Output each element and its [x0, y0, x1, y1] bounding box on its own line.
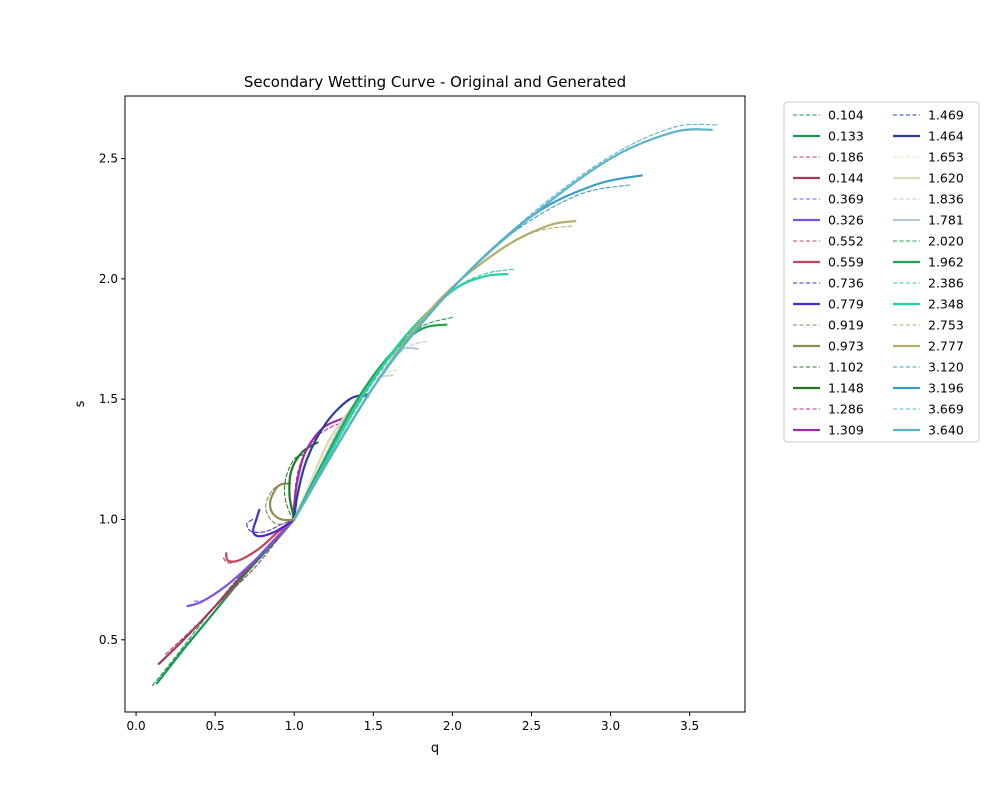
x-tick-label: 0.0 [127, 719, 146, 733]
legend-label: 1.148 [828, 381, 864, 396]
series-line-2-753-dashed [293, 225, 573, 521]
series-line-1-102-dashed [283, 453, 305, 521]
legend-label: 2.348 [928, 297, 964, 312]
legend-label: 0.186 [828, 150, 864, 165]
y-tick-label: 1.0 [99, 513, 118, 527]
legend-label: 1.653 [928, 150, 964, 165]
series-line-1-836-dashed [293, 340, 428, 521]
series-line-2-777-solid [293, 220, 577, 521]
legend-label: 0.552 [828, 234, 864, 249]
x-tick-label: 0.5 [206, 719, 225, 733]
y-tick-label: 2.5 [99, 152, 118, 166]
legend-label: 1.469 [928, 108, 964, 123]
legend-label: 1.286 [828, 402, 864, 417]
series-line-1-781-solid [293, 346, 419, 521]
x-tick-label: 2.0 [443, 719, 462, 733]
series-line-0-133-solid [156, 518, 296, 685]
series-line-1-148-solid [288, 441, 319, 521]
legend-label: 1.102 [828, 360, 864, 375]
series-layer [151, 123, 717, 687]
series-line-3-669-dashed [293, 123, 717, 521]
y-axis-label: s [73, 400, 88, 407]
x-axis: 0.0 0.5 1.0 1.5 2.0 2.5 3.0 3.5 [127, 712, 699, 733]
series-line-3-640-solid [293, 128, 713, 521]
y-tick-label: 1.5 [99, 392, 118, 406]
series-line-0-973-solid [268, 482, 296, 522]
legend-label: 1.962 [928, 255, 964, 270]
legend-label: 0.133 [828, 129, 864, 144]
series-line-0-779-solid [251, 508, 296, 538]
plot-area-frame [124, 95, 746, 713]
series-line-0-736-dashed [246, 518, 295, 533]
series-line-2-348-solid [293, 273, 509, 521]
series-line-2-020-dashed [293, 316, 453, 521]
series-line-0-919-dashed [265, 482, 295, 525]
series-line-3-196-solid [293, 174, 643, 521]
legend-label: 1.620 [928, 171, 964, 186]
legend-label: 2.753 [928, 318, 964, 333]
x-tick-label: 3.5 [680, 719, 699, 733]
legend-label: 0.559 [828, 255, 864, 270]
x-tick-label: 2.5 [522, 719, 541, 733]
series-line-0-559-solid [225, 518, 296, 563]
legend-label: 1.309 [828, 423, 864, 438]
y-tick-label: 2.0 [99, 272, 118, 286]
legend-label: 0.919 [828, 318, 864, 333]
legend-label: 0.973 [828, 339, 864, 354]
series-line-0-186-dashed [164, 518, 295, 655]
legend-label: 1.836 [928, 192, 964, 207]
legend-frame [783, 101, 980, 443]
y-tick-label: 0.5 [99, 633, 118, 647]
series-line-1-962-solid [293, 323, 448, 521]
legend-label: 2.020 [928, 234, 964, 249]
legend-label: 0.326 [828, 213, 864, 228]
legend-label: 3.640 [928, 423, 964, 438]
legend-label: 1.464 [928, 129, 964, 144]
legend-label: 0.104 [828, 108, 864, 123]
legend-label: 0.779 [828, 297, 864, 312]
series-line-2-386-dashed [293, 268, 514, 521]
x-tick-label: 1.5 [364, 719, 383, 733]
y-axis: 0.5 1.0 1.5 2.0 2.5 [99, 152, 125, 647]
x-tick-label: 1.0 [285, 719, 304, 733]
legend-label: 0.736 [828, 276, 864, 291]
legend-label: 0.369 [828, 192, 864, 207]
x-tick-label: 3.0 [601, 719, 620, 733]
legend: 0.104 0.133 0.186 0.144 0.369 0.326 0.552 0.559… [783, 101, 980, 443]
legend-label: 3.669 [928, 402, 964, 417]
series-line-0-326-solid [186, 518, 296, 608]
x-axis-label: q [431, 741, 439, 756]
legend-label: 0.144 [828, 171, 864, 186]
series-line-1-464-solid [293, 393, 369, 521]
legend-label: 2.777 [928, 339, 964, 354]
series-line-3-120-dashed [293, 184, 631, 521]
chart-title: Secondary Wetting Curve - Original and G… [244, 73, 626, 91]
legend-label: 3.120 [928, 360, 964, 375]
legend-label: 2.386 [928, 276, 964, 291]
legend-label: 1.781 [928, 213, 964, 228]
legend-label: 3.196 [928, 381, 964, 396]
